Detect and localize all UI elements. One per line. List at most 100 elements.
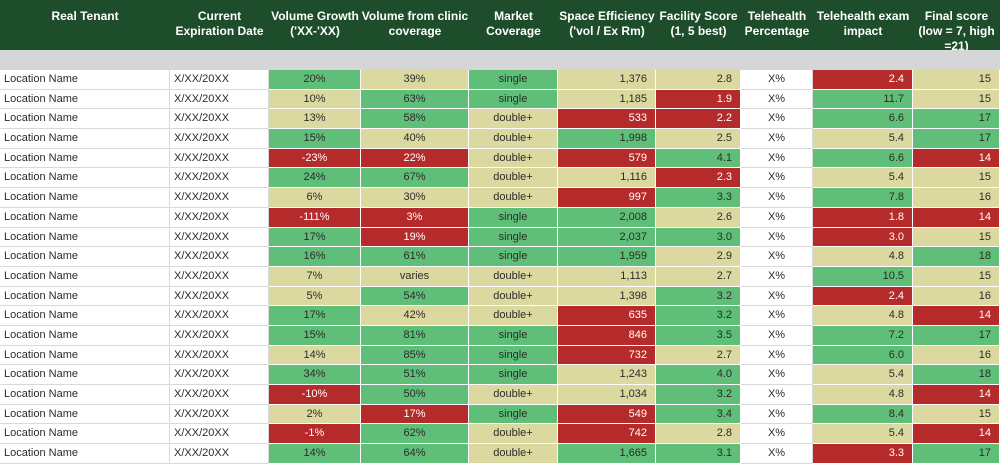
table-row[interactable]: Location Name X/XX/20XX 14% 85% single 732 2.7… [0, 345, 1000, 366]
header-space-efficiency[interactable]: Space Efficiency ('vol / Ex Rm) [559, 9, 655, 38]
cell-volume-growth[interactable]: 13% [269, 109, 361, 130]
cell-space-efficiency[interactable]: 579 [558, 148, 656, 169]
header-volume-clinic-coverage[interactable]: Volume from clinic coverage [361, 9, 469, 38]
cell-market-coverage[interactable]: single [469, 325, 558, 346]
cell-expiration[interactable]: X/XX/20XX [170, 306, 269, 326]
cell-telehealth-percentage[interactable]: X% [741, 89, 813, 110]
cell-expiration[interactable]: X/XX/20XX [170, 70, 269, 90]
cell-volume-clinic[interactable]: 19% [361, 227, 469, 248]
cell-expiration[interactable]: X/XX/20XX [170, 444, 269, 464]
cell-space-efficiency[interactable]: 1,185 [558, 89, 656, 110]
cell-market-coverage[interactable]: double+ [469, 188, 558, 208]
cell-final-score[interactable]: 17 [913, 325, 1000, 346]
cell-telehealth-impact[interactable]: 5.4 [813, 168, 913, 189]
cell-facility-score[interactable]: 2.7 [656, 345, 741, 366]
cell-location[interactable]: Location Name [0, 227, 170, 248]
cell-volume-clinic[interactable]: 67% [361, 168, 469, 189]
cell-space-efficiency[interactable]: 1,998 [558, 129, 656, 149]
cell-final-score[interactable]: 14 [913, 306, 1000, 326]
cell-volume-clinic[interactable]: 42% [361, 306, 469, 326]
cell-telehealth-impact[interactable]: 3.0 [813, 227, 913, 248]
cell-telehealth-percentage[interactable]: X% [741, 266, 813, 287]
table-row[interactable]: Location Name X/XX/20XX 14% 64% double+ 1,665… [0, 444, 1000, 464]
table-row[interactable]: Location Name X/XX/20XX -1% 62% double+ 742 2.… [0, 424, 1000, 445]
cell-telehealth-impact[interactable]: 4.8 [813, 247, 913, 267]
cell-expiration[interactable]: X/XX/20XX [170, 404, 269, 425]
cell-facility-score[interactable]: 2.3 [656, 168, 741, 189]
header-expiration-date[interactable]: Current Expiration Date [175, 9, 264, 38]
cell-telehealth-impact[interactable]: 7.2 [813, 325, 913, 346]
cell-facility-score[interactable]: 3.5 [656, 325, 741, 346]
table-row[interactable]: Location Name X/XX/20XX 20% 39% single 1,376 2… [0, 70, 1000, 90]
cell-space-efficiency[interactable]: 1,398 [558, 286, 656, 307]
cell-volume-clinic[interactable]: 81% [361, 325, 469, 346]
cell-expiration[interactable]: X/XX/20XX [170, 247, 269, 267]
table-row[interactable]: Location Name X/XX/20XX 16% 61% single 1,959 2… [0, 247, 1000, 267]
header-final-score[interactable]: Final score (low = 7, high =21) [918, 9, 995, 53]
cell-telehealth-impact[interactable]: 4.8 [813, 306, 913, 326]
cell-volume-growth[interactable]: 15% [269, 129, 361, 149]
cell-telehealth-percentage[interactable]: X% [741, 188, 813, 208]
table-row[interactable]: Location Name X/XX/20XX 7% varies double+ 1,1… [0, 266, 1000, 287]
table-row[interactable]: Location Name X/XX/20XX 13% 58% double+ 533 2.… [0, 109, 1000, 130]
cell-location[interactable]: Location Name [0, 424, 170, 445]
cell-location[interactable]: Location Name [0, 286, 170, 307]
cell-location[interactable]: Location Name [0, 365, 170, 385]
cell-volume-growth[interactable]: 2% [269, 404, 361, 425]
cell-telehealth-percentage[interactable]: X% [741, 365, 813, 385]
cell-expiration[interactable]: X/XX/20XX [170, 424, 269, 445]
cell-market-coverage[interactable]: double+ [469, 148, 558, 169]
cell-volume-clinic[interactable]: 85% [361, 345, 469, 366]
cell-expiration[interactable]: X/XX/20XX [170, 266, 269, 287]
cell-location[interactable]: Location Name [0, 404, 170, 425]
cell-market-coverage[interactable]: single [469, 365, 558, 385]
cell-volume-growth[interactable]: 5% [269, 286, 361, 307]
cell-space-efficiency[interactable]: 1,243 [558, 365, 656, 385]
cell-volume-clinic[interactable]: 63% [361, 89, 469, 110]
cell-facility-score[interactable]: 2.6 [656, 207, 741, 228]
cell-telehealth-percentage[interactable]: X% [741, 385, 813, 405]
cell-volume-growth[interactable]: 14% [269, 444, 361, 464]
cell-market-coverage[interactable]: single [469, 89, 558, 110]
cell-expiration[interactable]: X/XX/20XX [170, 385, 269, 405]
cell-market-coverage[interactable]: single [469, 227, 558, 248]
cell-location[interactable]: Location Name [0, 168, 170, 189]
cell-space-efficiency[interactable]: 1,376 [558, 70, 656, 90]
cell-volume-growth[interactable]: -111% [269, 207, 361, 228]
cell-market-coverage[interactable]: double+ [469, 286, 558, 307]
cell-expiration[interactable]: X/XX/20XX [170, 207, 269, 228]
cell-location[interactable]: Location Name [0, 129, 170, 149]
cell-facility-score[interactable]: 2.8 [656, 424, 741, 445]
cell-volume-growth[interactable]: 24% [269, 168, 361, 189]
cell-final-score[interactable]: 15 [913, 266, 1000, 287]
cell-facility-score[interactable]: 2.8 [656, 70, 741, 90]
cell-space-efficiency[interactable]: 635 [558, 306, 656, 326]
cell-facility-score[interactable]: 2.5 [656, 129, 741, 149]
cell-market-coverage[interactable]: single [469, 247, 558, 267]
cell-volume-growth[interactable]: 34% [269, 365, 361, 385]
cell-telehealth-impact[interactable]: 10.5 [813, 266, 913, 287]
cell-final-score[interactable]: 16 [913, 188, 1000, 208]
cell-volume-growth[interactable]: -10% [269, 385, 361, 405]
cell-volume-clinic[interactable]: 30% [361, 188, 469, 208]
table-row[interactable]: Location Name X/XX/20XX 10% 63% single 1,185 1… [0, 89, 1000, 110]
cell-market-coverage[interactable]: double+ [469, 424, 558, 445]
cell-telehealth-impact[interactable]: 5.4 [813, 365, 913, 385]
cell-final-score[interactable]: 15 [913, 70, 1000, 90]
cell-facility-score[interactable]: 3.0 [656, 227, 741, 248]
cell-location[interactable]: Location Name [0, 247, 170, 267]
cell-telehealth-percentage[interactable]: X% [741, 148, 813, 169]
cell-telehealth-impact[interactable]: 2.4 [813, 286, 913, 307]
table-row[interactable]: Location Name X/XX/20XX 15% 40% double+ 1,998… [0, 129, 1000, 149]
cell-telehealth-impact[interactable]: 6.6 [813, 109, 913, 130]
cell-expiration[interactable]: X/XX/20XX [170, 168, 269, 189]
cell-volume-growth[interactable]: 17% [269, 306, 361, 326]
cell-final-score[interactable]: 14 [913, 385, 1000, 405]
cell-market-coverage[interactable]: double+ [469, 444, 558, 464]
cell-volume-growth[interactable]: 17% [269, 227, 361, 248]
cell-final-score[interactable]: 17 [913, 444, 1000, 464]
cell-facility-score[interactable]: 2.9 [656, 247, 741, 267]
cell-market-coverage[interactable]: single [469, 404, 558, 425]
cell-final-score[interactable]: 17 [913, 129, 1000, 149]
cell-volume-clinic[interactable]: 54% [361, 286, 469, 307]
